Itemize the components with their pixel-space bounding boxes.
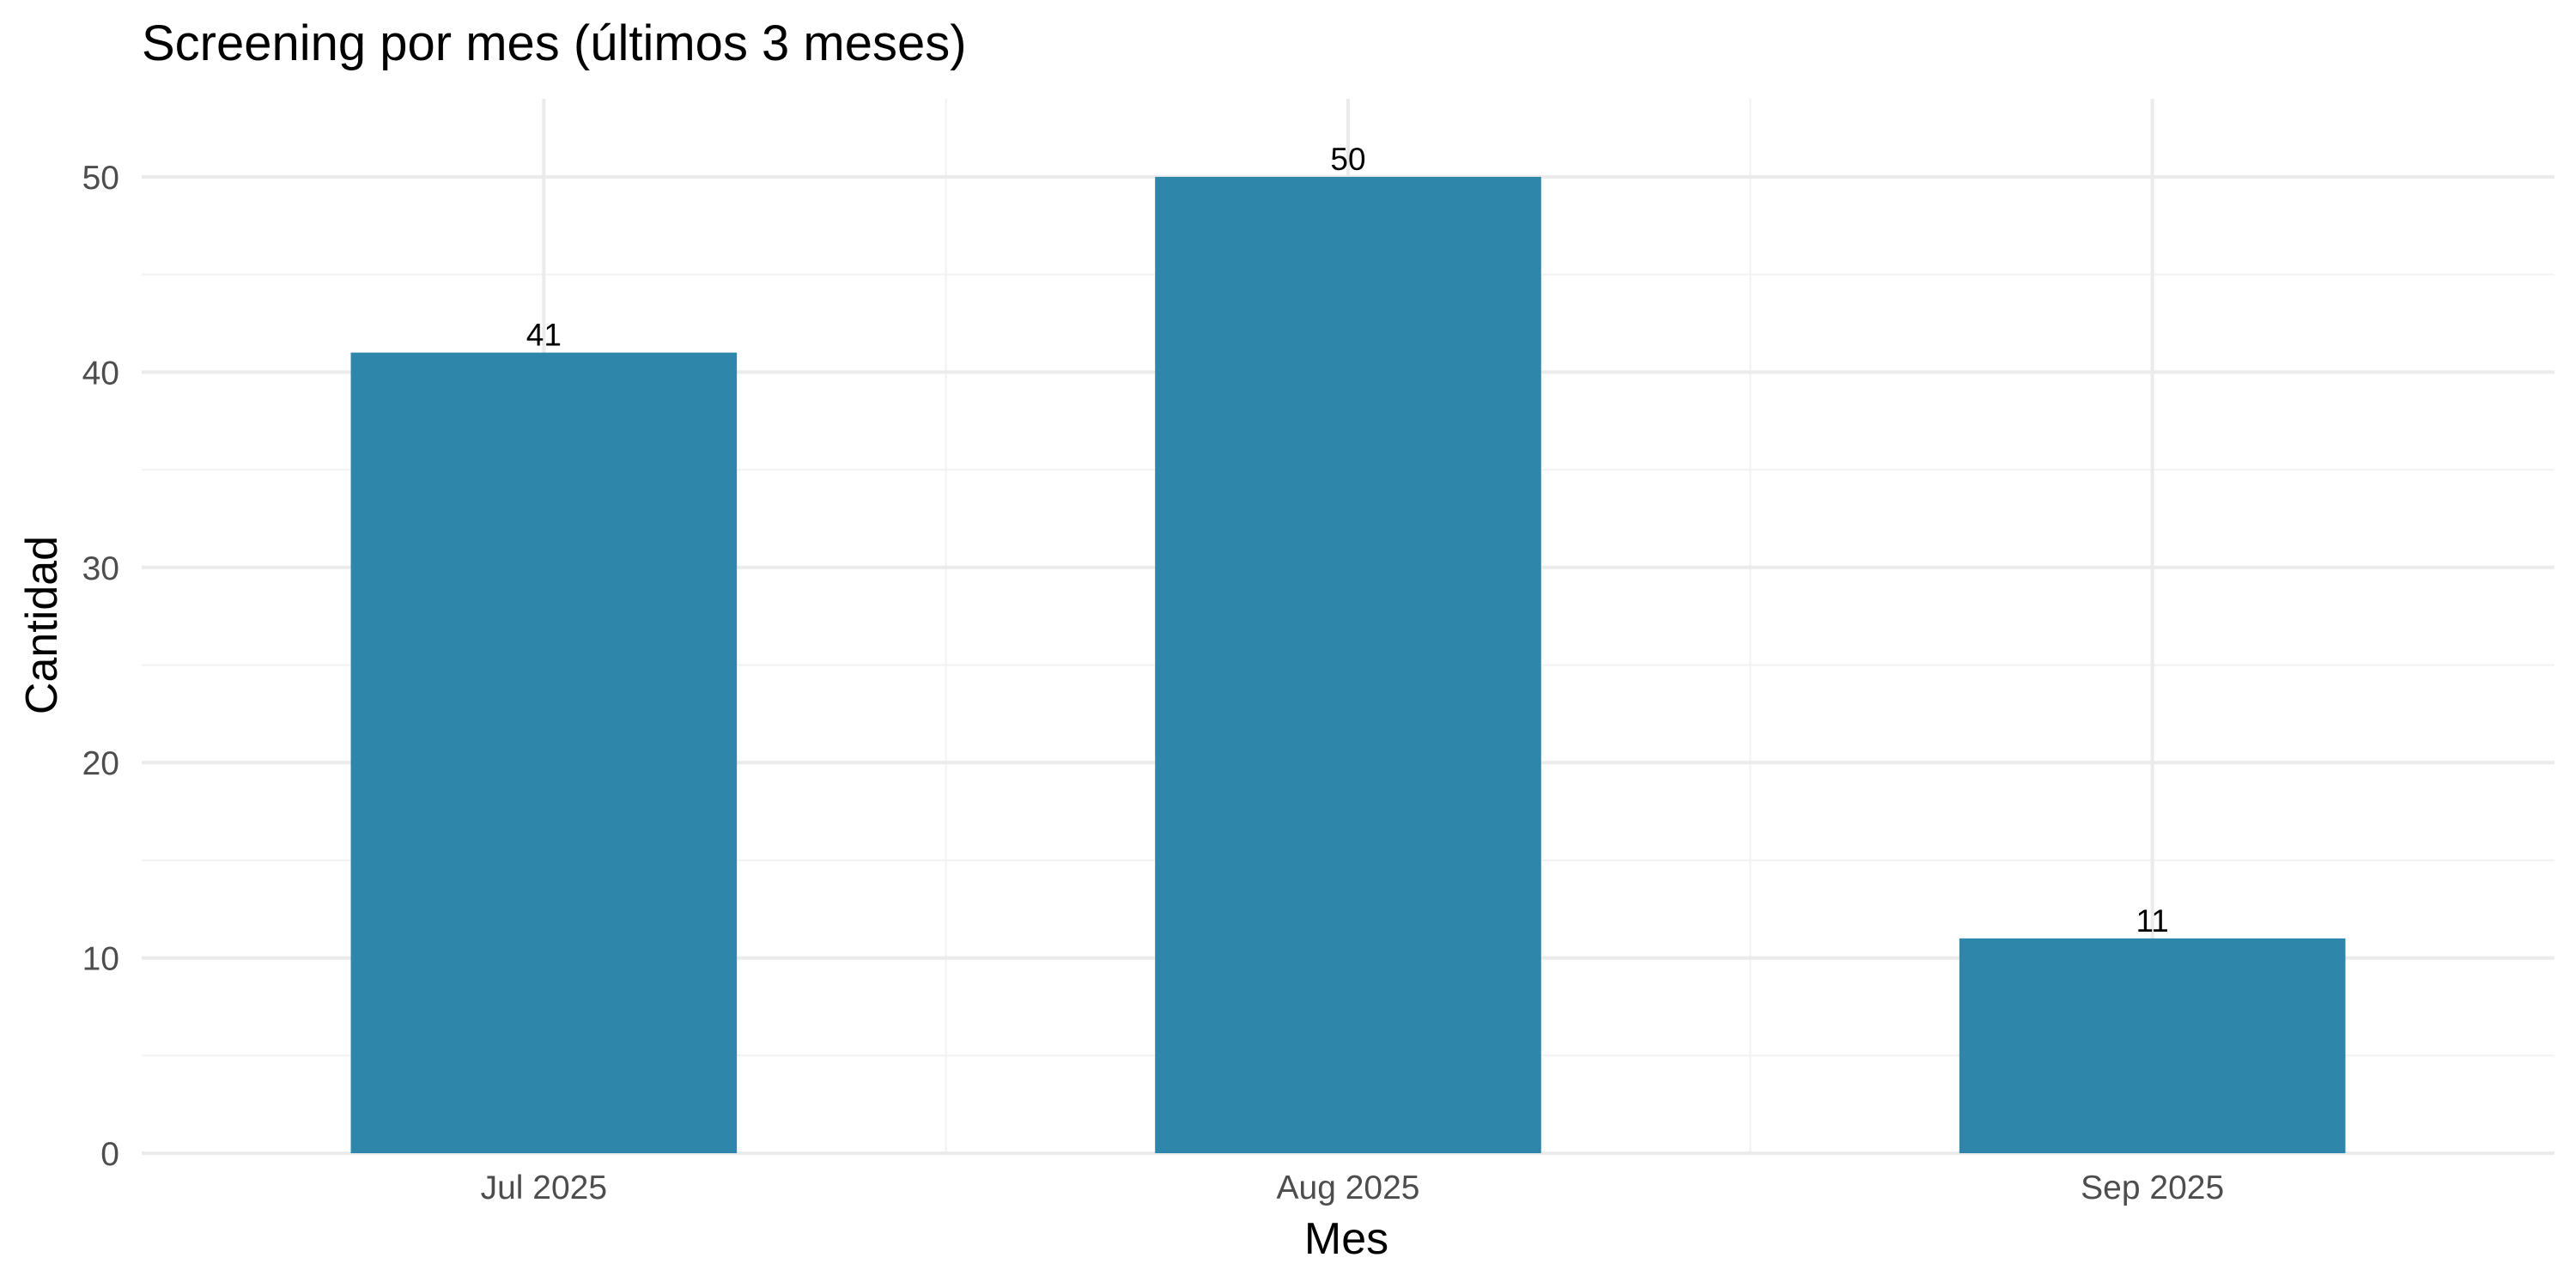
y-tick-label: 40 [82, 355, 119, 392]
data-label: 41 [526, 318, 562, 353]
data-labels: 41 50 11 [526, 142, 2169, 939]
y-tick-label: 10 [82, 941, 119, 978]
x-tick-label: Sep 2025 [2081, 1170, 2224, 1206]
bar [350, 352, 738, 1153]
bar [1155, 176, 1541, 1153]
data-label: 11 [2136, 903, 2168, 939]
x-axis-title: Mes [1304, 1214, 1388, 1264]
x-tick-label: Jul 2025 [481, 1170, 607, 1206]
x-axis-ticks: Jul 2025 Aug 2025 Sep 2025 [481, 1170, 2225, 1206]
y-axis-title: Cantidad [17, 536, 67, 714]
y-tick-label: 20 [82, 745, 119, 782]
x-tick-label: Aug 2025 [1277, 1170, 1420, 1206]
y-tick-label: 0 [100, 1136, 119, 1173]
y-tick-label: 50 [82, 160, 119, 197]
y-tick-label: 30 [82, 550, 119, 587]
y-axis-ticks: 0 10 20 30 40 50 [82, 160, 119, 1173]
bars [350, 176, 2346, 1153]
data-label: 50 [1330, 142, 1365, 177]
bar [1959, 938, 2346, 1153]
chart-title: Screening por mes (últimos 3 meses) [142, 15, 967, 71]
